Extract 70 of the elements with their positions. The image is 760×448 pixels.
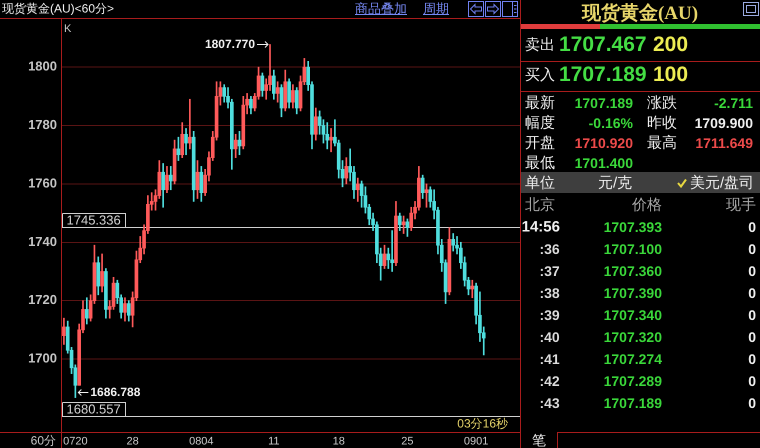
x-tick-label: 0720 [63,436,88,448]
text: 单位 [525,174,555,192]
text: 1707.189 [574,95,633,111]
text: 1701.400 [574,155,633,171]
text: 0 [748,307,756,323]
text: 最新 [525,94,555,112]
annotation: K [64,23,72,36]
annotation: 1807.770 [204,36,256,51]
text: :40 1707.320 [539,329,662,345]
x-tick-label: 11 [268,436,280,448]
text: 1707.189 [559,63,647,87]
text: 0 [748,395,756,411]
text: 0 [748,263,756,279]
text: 1711.649 [695,135,753,151]
text: 元/克 [598,174,632,192]
text: 涨跌 [647,94,677,112]
text: 现货黄金(AU) [582,2,698,26]
x-tick-label: 0901 [464,436,488,448]
ref-line-label: 1680.557 [66,402,121,417]
y-tick-label: 1720 [28,292,57,308]
text: 笔 [532,432,546,448]
y-tick-label: 1700 [28,350,57,366]
text: :37 1707.360 [539,263,662,279]
text: 14:56 [522,218,560,236]
text: 0 [748,285,756,301]
x-tick-label: 0804 [189,436,214,448]
y-tick-label: 1760 [28,175,57,190]
text: 0 [748,241,756,257]
text: 买入 [525,66,555,84]
text: 卖出 [525,36,555,54]
text: 北京 [525,196,555,214]
text: 0 [748,329,756,345]
text: 商品叠加 [355,0,407,18]
y-tick-label: 1780 [28,117,57,132]
annotation: 03分16秒 [457,416,508,432]
text: 1707.393 [604,219,662,235]
text: 0 [748,351,756,367]
text: 100 [653,63,688,87]
text: :38 1707.390 [539,285,662,301]
x-axis-title: 60分 [30,432,56,448]
text: 0 [748,219,756,235]
text: 美元/盘司 [690,174,754,192]
y-tick-label: 1740 [28,234,57,249]
text: 1709.900 [694,115,753,131]
text: 现手 [726,196,756,214]
text: :42 1707.289 [539,373,662,389]
text: -2.711 [714,95,753,111]
annotation: 1686.788 [90,384,141,399]
text: :39 1707.340 [539,307,662,323]
text: 1707.467 [559,33,647,57]
text: 最低 [525,154,555,172]
text: 价格 [632,196,662,214]
text: 昨收 [647,114,677,132]
x-tick-label: 25 [401,436,414,448]
x-tick-label: 18 [332,436,345,448]
text: 200 [653,33,688,57]
text: 开盘 [525,134,555,152]
text: 最高 [647,134,677,152]
text: 幅度 [525,114,555,132]
y-tick-label: 1800 [28,58,57,74]
x-tick-label: 28 [126,436,139,448]
text: :36 1707.100 [539,241,662,257]
text: -0.16% [588,115,633,131]
text: :41 1707.274 [539,351,662,367]
text: 周期 [423,0,449,18]
text: :43 1707.189 [539,395,662,411]
text: 1710.920 [574,135,633,151]
text: 0 [748,373,756,389]
ref-line-label: 1745.336 [66,212,121,228]
chart-title: 现货黄金(AU)<60分> [2,0,114,18]
